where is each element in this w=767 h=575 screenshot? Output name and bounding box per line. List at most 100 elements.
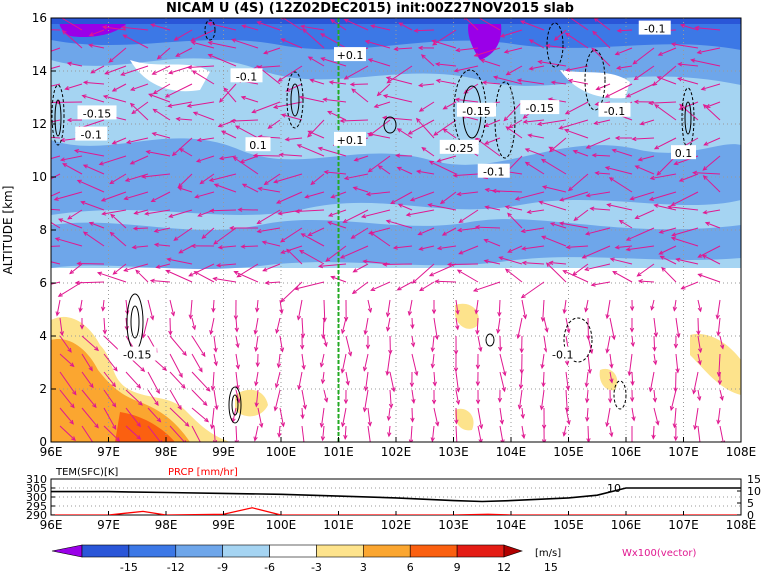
wind-vector-head (629, 196, 635, 201)
wind-vector (301, 389, 306, 409)
wind-vector (308, 130, 325, 139)
wind-vector-head (328, 80, 334, 85)
wind-vector (210, 317, 215, 335)
wind-vector-head (39, 53, 43, 56)
wind-vector (165, 83, 193, 98)
wind-vector-head (171, 151, 177, 157)
wind-vector-head (522, 114, 528, 119)
wind-vector (606, 407, 611, 427)
colorbar-swatch (222, 544, 270, 558)
wind-vector-head (420, 54, 426, 59)
wind-vector (191, 407, 209, 423)
wind-vector-head (180, 384, 186, 389)
wind-vector-head (210, 385, 216, 391)
wind-vector (147, 425, 161, 442)
wind-vector-head (520, 414, 525, 420)
wind-vector-head (73, 148, 80, 154)
wind-vector-head (45, 219, 49, 222)
contour-label-box (75, 126, 108, 141)
wind-vector-head (581, 254, 587, 259)
wind-vector-head (584, 231, 591, 236)
wind-vector-head (104, 70, 110, 75)
wind-vector-head (94, 346, 99, 352)
wind-vector-head (120, 25, 127, 30)
wind-vector-head (233, 270, 239, 276)
wind-vector-head (110, 213, 116, 219)
colorbar: -15 -12 -9 -6 -3 3 6 9 12 15 (51, 544, 558, 574)
wind-vector-head (545, 262, 551, 268)
wind-vector (320, 407, 325, 427)
wind-vector (213, 389, 218, 410)
wind-vector-head (454, 97, 460, 102)
wind-vector-head (327, 110, 333, 115)
wind-vector (353, 187, 369, 193)
wind-vector (506, 65, 523, 76)
wind-vector-head (237, 207, 243, 212)
wind-vector-head (193, 271, 199, 276)
wind-vector (121, 65, 149, 76)
wind-vector-head (343, 75, 349, 80)
wind-vector (235, 125, 259, 139)
wind-vector-head (178, 372, 183, 379)
wind-vector (74, 149, 105, 157)
wind-vector-head (74, 280, 80, 285)
surface-x-tick-label: 105E (553, 518, 584, 532)
wind-vector-head (320, 379, 326, 385)
wind-vector (484, 137, 501, 145)
contour-label: -0.25 (445, 142, 473, 155)
wind-vector-head (79, 324, 85, 330)
wind-vector (201, 227, 215, 239)
wind-vector (59, 407, 74, 425)
wind-vector (398, 203, 413, 211)
wind-vector (388, 407, 391, 421)
wind-vector-head (386, 78, 392, 84)
wind-vector-head (273, 406, 278, 412)
wind-vector-head (475, 399, 481, 405)
wind-vector-head (297, 384, 302, 391)
wind-vector-head (693, 425, 698, 431)
wind-vector (428, 204, 457, 211)
wind-vector (322, 371, 325, 384)
wind-vector (110, 214, 127, 229)
wind-vector-head (611, 148, 617, 153)
wind-vector (133, 227, 149, 230)
wind-vector-head (376, 91, 382, 97)
wind-vector (492, 190, 523, 193)
wind-vector (365, 371, 369, 391)
legend-precipitation: PRCP [mm/hr] (168, 467, 238, 478)
wind-vector (592, 31, 611, 49)
wind-vector-head (213, 347, 218, 353)
wind-vector-head (435, 78, 441, 84)
contour-labels: -0.1 +0.1 -0.1 -0.15 -0.1 0.1 +0.1 -0.15 -0.15 -0… (75, 20, 696, 362)
wind-vector (505, 206, 523, 211)
wind-vector-head (191, 70, 197, 75)
wind-vector-head (209, 208, 215, 213)
wind-vector-head (484, 140, 490, 145)
wind-vector (431, 335, 435, 352)
wind-vector-head (472, 287, 479, 292)
wind-vector-head (696, 330, 701, 336)
wind-vector-head (109, 179, 115, 185)
wind-vector (212, 371, 215, 390)
wind-vector (717, 317, 721, 336)
wind-vector (653, 317, 657, 337)
contour-line (494, 81, 516, 159)
wind-vector (374, 101, 391, 108)
wind-vector (437, 245, 457, 250)
wind-vector (626, 245, 655, 251)
wind-vector-head (124, 177, 130, 182)
wind-vector (504, 47, 523, 53)
y-tick-label: 0 (39, 435, 47, 449)
wind-vector (278, 353, 281, 368)
wind-vector (142, 317, 149, 338)
wind-vector (169, 407, 190, 427)
wind-vector-head (300, 414, 305, 420)
wind-vector (397, 281, 413, 291)
wind-vector-head (151, 132, 157, 137)
wind-vector (59, 353, 75, 367)
wind-vector (344, 173, 369, 180)
wind-vector (75, 281, 105, 284)
wind-vector-head (629, 397, 635, 403)
wind-vector (125, 407, 141, 427)
wind-vector (549, 146, 567, 157)
